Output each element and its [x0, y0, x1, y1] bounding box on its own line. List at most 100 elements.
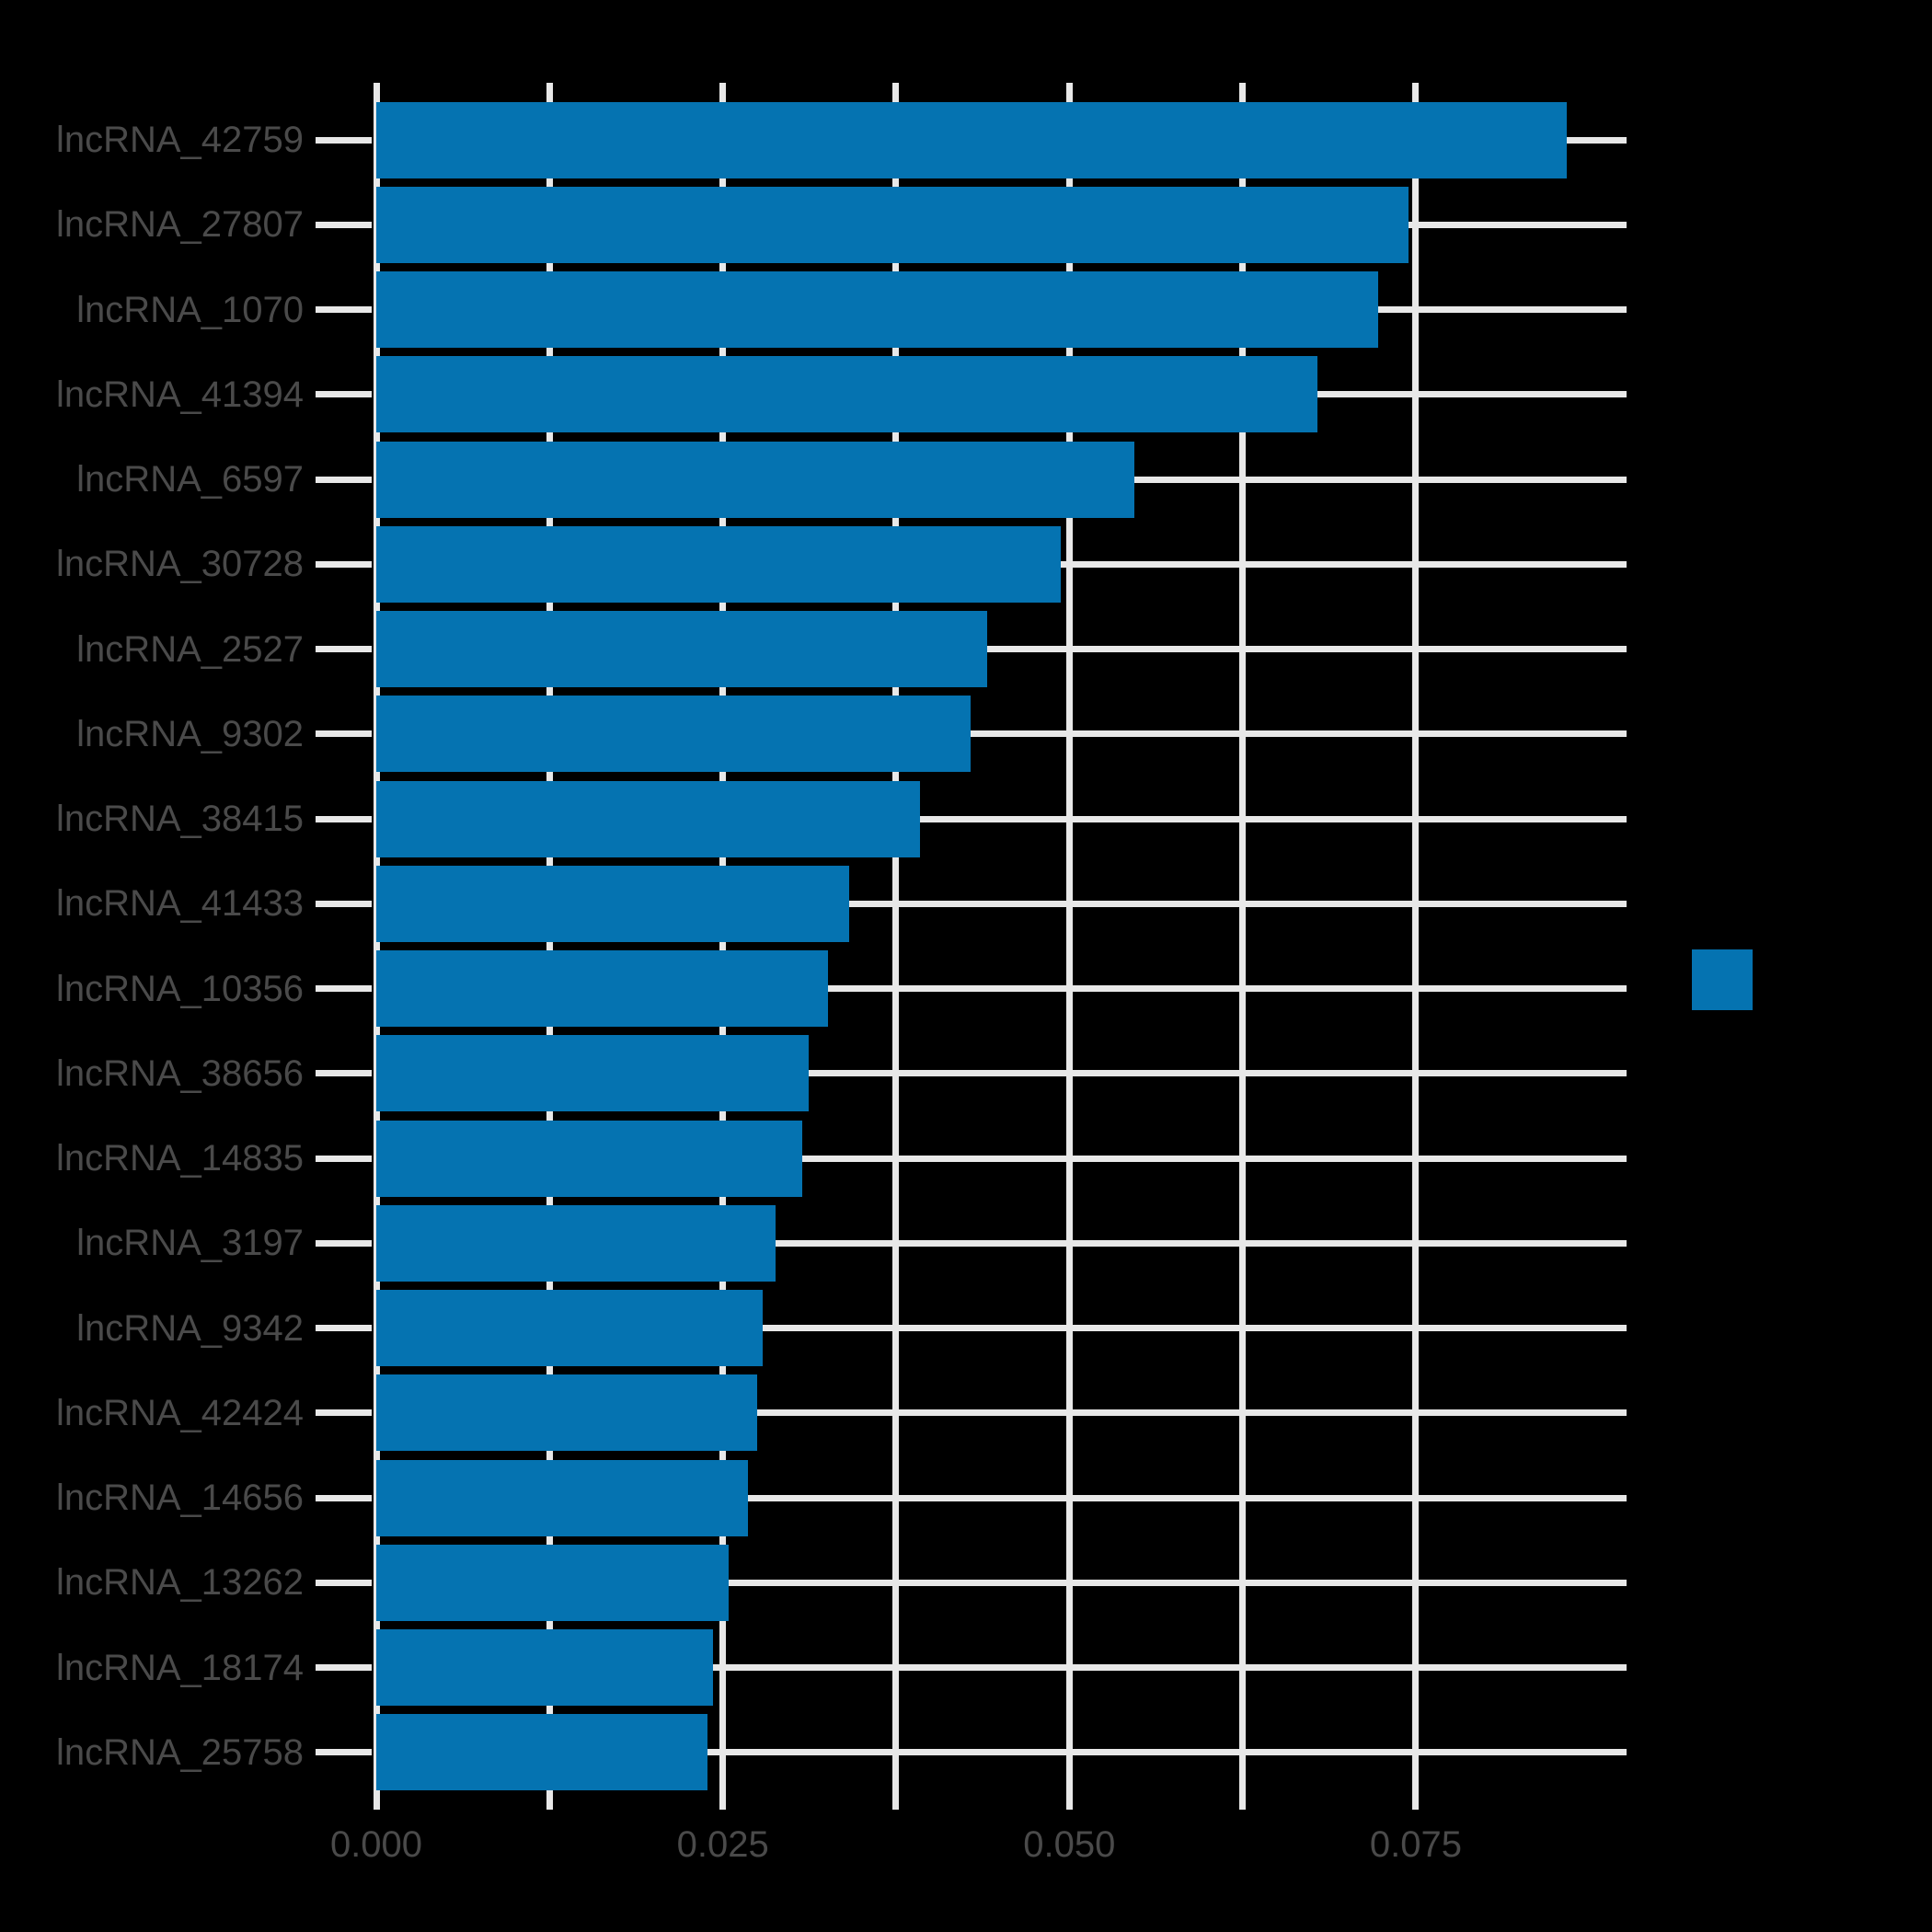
- x-gridline: [1412, 98, 1420, 1795]
- y-tick-mark: [316, 1070, 372, 1077]
- y-tick-mark: [316, 1239, 372, 1247]
- y-gridline: [376, 1749, 1627, 1756]
- x-gridline: [719, 98, 727, 1795]
- y-tick-label: lncRNA_25758: [55, 1731, 304, 1773]
- x-tick-mark: [1065, 83, 1073, 98]
- y-gridline: [376, 730, 1627, 738]
- x-tick-mark: [1065, 1795, 1073, 1810]
- y-tick-label: lncRNA_41433: [55, 883, 304, 925]
- y-tick-label: lncRNA_14656: [55, 1478, 304, 1519]
- y-tick-label: lncRNA_38415: [55, 799, 304, 840]
- y-tick-label: lncRNA_18174: [55, 1647, 304, 1688]
- y-tick-label: lncRNA_42424: [55, 1392, 304, 1433]
- x-gridline: [1065, 98, 1073, 1795]
- y-tick-mark: [316, 560, 372, 568]
- y-gridline: [376, 1070, 1627, 1077]
- x-gridline: [892, 98, 900, 1795]
- x-tick-mark: [719, 1795, 727, 1810]
- x-gridline: [1239, 98, 1247, 1795]
- y-tick-mark: [316, 815, 372, 822]
- y-tick-label: lncRNA_3197: [76, 1223, 304, 1264]
- x-tick-mark: [892, 1795, 900, 1810]
- x-gridline: [373, 98, 380, 1795]
- x-tick-mark: [719, 83, 727, 98]
- y-tick-mark: [316, 221, 372, 228]
- y-tick-mark: [316, 136, 372, 144]
- y-tick-mark: [316, 900, 372, 907]
- legend-swatch: [1692, 949, 1753, 1010]
- y-tick-mark: [316, 1749, 372, 1756]
- x-tick-mark: [1412, 83, 1420, 98]
- x-tick-mark: [373, 1795, 380, 1810]
- x-tick-mark: [373, 83, 380, 98]
- y-tick-mark: [316, 1155, 372, 1162]
- bar-lncRNA_3197: [376, 1204, 776, 1282]
- y-gridline: [376, 985, 1627, 993]
- bar-lncRNA_6597: [376, 441, 1135, 518]
- y-tick-mark: [316, 1494, 372, 1501]
- y-tick-mark: [316, 391, 372, 398]
- y-gridline: [376, 815, 1627, 822]
- bar-lncRNA_13262: [376, 1544, 729, 1621]
- y-tick-label: lncRNA_13262: [55, 1562, 304, 1604]
- y-gridline: [376, 900, 1627, 907]
- y-gridline: [376, 1664, 1627, 1672]
- x-tick-mark: [1239, 1795, 1247, 1810]
- x-tick-label: 0.075: [1369, 1824, 1463, 1865]
- bar-lncRNA_2527: [376, 611, 988, 688]
- bar-lncRNA_14656: [376, 1459, 748, 1536]
- y-tick-mark: [316, 1325, 372, 1332]
- y-tick-label: lncRNA_9342: [76, 1307, 304, 1349]
- y-tick-mark: [316, 1409, 372, 1417]
- bar-lncRNA_38415: [376, 780, 920, 857]
- bar-lncRNA_30728: [376, 525, 1062, 603]
- y-tick-label: lncRNA_38656: [55, 1052, 304, 1094]
- y-gridline: [376, 1325, 1627, 1332]
- y-gridline: [376, 1494, 1627, 1501]
- bar-lncRNA_14835: [376, 1120, 802, 1197]
- x-tick-mark: [1412, 1795, 1420, 1810]
- x-tick-label: 0.025: [676, 1824, 769, 1865]
- y-tick-mark: [316, 646, 372, 653]
- bar-lncRNA_25758: [376, 1714, 708, 1791]
- y-gridline: [376, 1409, 1627, 1417]
- y-tick-mark: [316, 730, 372, 738]
- plot-area: [373, 98, 1627, 1795]
- x-tick-mark: [892, 83, 900, 98]
- bar-lncRNA_27807: [376, 186, 1409, 263]
- x-tick-mark: [546, 83, 553, 98]
- y-gridline: [376, 1579, 1627, 1586]
- y-tick-label: lncRNA_9302: [76, 713, 304, 754]
- y-tick-mark: [316, 306, 372, 314]
- bar-lncRNA_41394: [376, 356, 1318, 433]
- x-tick-label: 0.050: [1023, 1824, 1116, 1865]
- y-gridline: [376, 1155, 1627, 1162]
- y-tick-label: lncRNA_10356: [55, 968, 304, 1009]
- bar-lncRNA_38656: [376, 1035, 810, 1112]
- y-tick-mark: [316, 1579, 372, 1586]
- y-tick-label: lncRNA_42759: [55, 120, 304, 161]
- y-gridline: [376, 646, 1627, 653]
- y-tick-label: lncRNA_14835: [55, 1138, 304, 1179]
- y-tick-mark: [316, 985, 372, 993]
- y-tick-label: lncRNA_41394: [55, 374, 304, 415]
- bar-lncRNA_1070: [376, 271, 1379, 349]
- x-gridline: [546, 98, 553, 1795]
- y-gridline: [376, 1239, 1627, 1247]
- y-tick-label: lncRNA_30728: [55, 544, 304, 585]
- bar-lncRNA_42424: [376, 1374, 758, 1452]
- y-tick-label: lncRNA_27807: [55, 204, 304, 246]
- y-tick-mark: [316, 1664, 372, 1672]
- y-tick-label: lncRNA_1070: [76, 289, 304, 330]
- bar-lncRNA_10356: [376, 950, 829, 1028]
- bar-lncRNA_18174: [376, 1629, 714, 1707]
- y-tick-label: lncRNA_2527: [76, 628, 304, 670]
- x-tick-mark: [546, 1795, 553, 1810]
- bar-lncRNA_9302: [376, 696, 972, 773]
- y-tick-mark: [316, 476, 372, 483]
- bar-lncRNA_9342: [376, 1290, 764, 1367]
- bar-lncRNA_42759: [376, 101, 1568, 178]
- x-tick-label: 0.000: [329, 1824, 423, 1865]
- x-tick-mark: [1239, 83, 1247, 98]
